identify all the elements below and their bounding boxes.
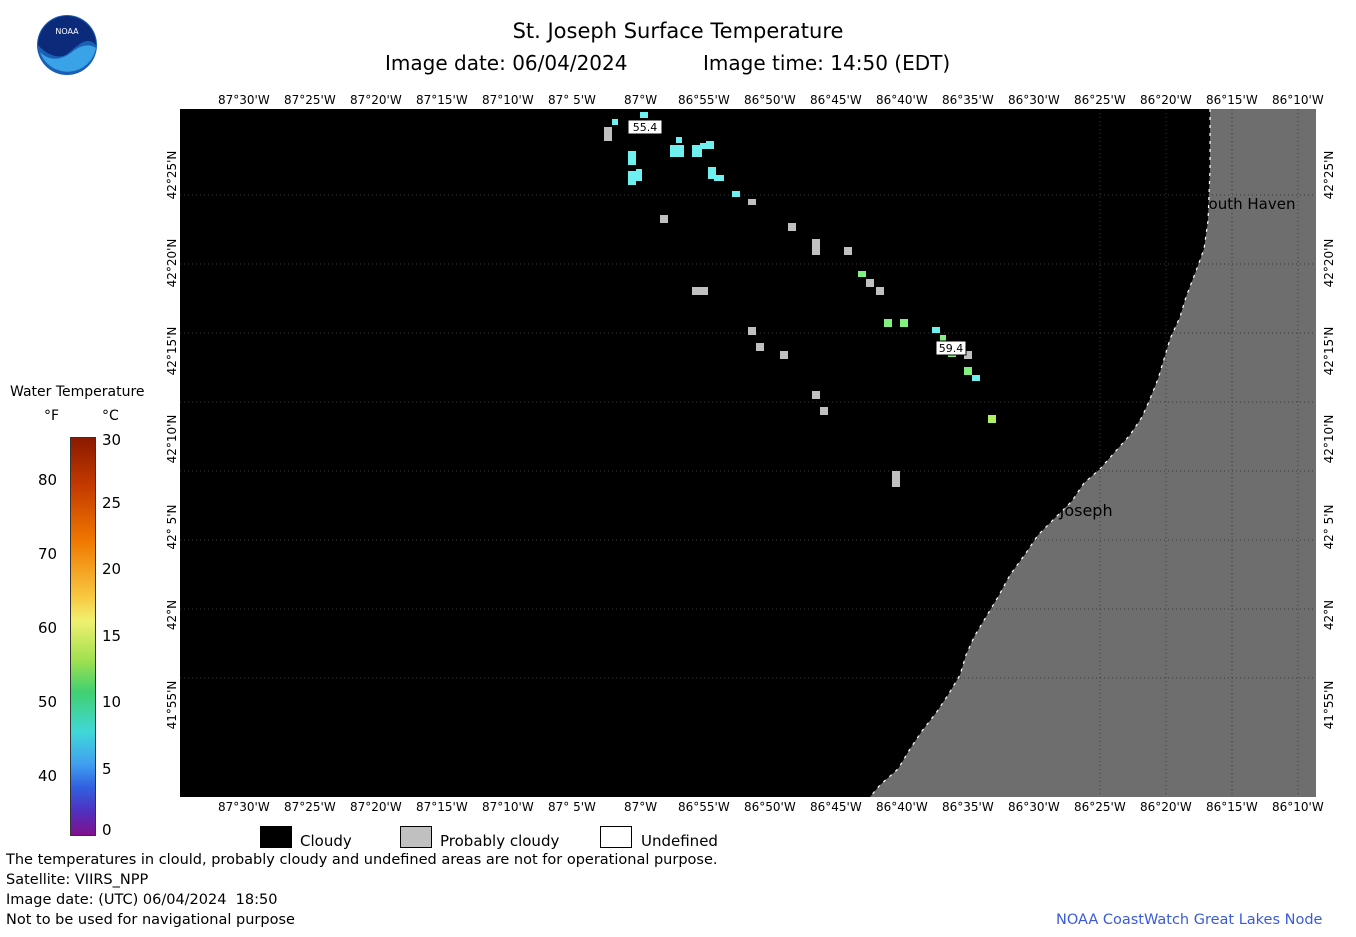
lon-tick: 86°50'W bbox=[744, 800, 796, 814]
key-undefined-label: Undefined bbox=[641, 832, 718, 850]
lon-tick: 86°35'W bbox=[942, 800, 994, 814]
lon-tick: 86°15'W bbox=[1206, 93, 1258, 107]
legend-unit-f: °F bbox=[44, 408, 60, 424]
lon-tick: 87°25'W bbox=[284, 93, 336, 107]
f-tick: 60 bbox=[38, 619, 58, 637]
lon-tick: 87°W bbox=[624, 800, 658, 814]
lat-tick: 42°N bbox=[165, 599, 179, 631]
lon-tick: 86°25'W bbox=[1074, 93, 1126, 107]
temp-label-2: 59.4 bbox=[939, 342, 964, 355]
temp-label-box-2 bbox=[935, 340, 967, 356]
land-mass bbox=[870, 109, 1316, 797]
lat-tick: 41°55'N bbox=[165, 680, 179, 730]
c-tick: 0 bbox=[102, 821, 112, 839]
lon-tick: 87°25'W bbox=[284, 800, 336, 814]
lon-tick: 87°20'W bbox=[350, 800, 402, 814]
lat-tick: 42°20'N bbox=[165, 238, 179, 288]
image-time: Image time: 14:50 (EDT) bbox=[703, 51, 951, 75]
lon-tick: 86°50'W bbox=[744, 93, 796, 107]
footer-satellite: Satellite: VIIRS_NPP bbox=[6, 872, 149, 888]
lon-tick: 86°55'W bbox=[678, 800, 730, 814]
f-tick: 50 bbox=[38, 693, 58, 711]
probably-cloudy-pixels bbox=[604, 127, 972, 487]
lat-tick: 42°10'N bbox=[1322, 414, 1336, 464]
c-tick: 10 bbox=[102, 693, 122, 711]
lat-tick: 42°15'N bbox=[1322, 326, 1336, 376]
lon-tick: 86°30'W bbox=[1008, 800, 1060, 814]
footer-nav-warning: Not to be used for navigational purpose bbox=[6, 912, 295, 928]
lon-tick: 86°40'W bbox=[876, 800, 928, 814]
map-title: St. Joseph Surface Temperature bbox=[512, 19, 844, 43]
key-cloudy-label: Cloudy bbox=[300, 832, 352, 850]
city-label-st-joseph: St. Joseph bbox=[1033, 501, 1113, 520]
lon-tick: 87°10'W bbox=[482, 93, 534, 107]
lon-tick: 86°25'W bbox=[1074, 800, 1126, 814]
lat-tick: 42°20'N bbox=[1322, 238, 1336, 288]
lat-tick: 42°10'N bbox=[165, 414, 179, 464]
lon-tick: 86°45'W bbox=[810, 93, 862, 107]
lat-tick: 42°25'N bbox=[165, 150, 179, 200]
c-tick: 15 bbox=[102, 627, 122, 645]
key-probably-cloudy-label: Probably cloudy bbox=[440, 832, 560, 850]
lon-tick: 87°W bbox=[624, 93, 658, 107]
lon-tick: 87°15'W bbox=[416, 93, 468, 107]
temp-label-1: 55.4 bbox=[633, 121, 658, 134]
credit-link[interactable]: NOAA CoastWatch Great Lakes Node bbox=[1056, 912, 1323, 928]
f-tick: 70 bbox=[38, 545, 58, 563]
c-tick: 30 bbox=[102, 431, 122, 449]
lat-tick: 42°N bbox=[1322, 599, 1336, 631]
lon-tick: 86°35'W bbox=[942, 93, 994, 107]
lon-tick: 87° 5'W bbox=[548, 800, 596, 814]
lon-tick: 87°15'W bbox=[416, 800, 468, 814]
city-marker-south-haven bbox=[1190, 185, 1200, 195]
lon-tick: 87°30'W bbox=[218, 800, 270, 814]
temp-label-box-1 bbox=[627, 119, 663, 135]
f-tick: 40 bbox=[38, 767, 58, 785]
key-undefined-swatch bbox=[600, 826, 632, 848]
lat-tick: 42° 5'N bbox=[1322, 504, 1336, 550]
legend-title: Water Temperature bbox=[10, 384, 145, 400]
lon-tick: 86°10'W bbox=[1272, 800, 1324, 814]
lon-tick: 86°20'W bbox=[1140, 800, 1192, 814]
lon-tick: 86°55'W bbox=[678, 93, 730, 107]
lon-tick: 87°10'W bbox=[482, 800, 534, 814]
lat-tick: 42°25'N bbox=[1322, 150, 1336, 200]
map-panel: 55.4 59.4 South Haven St. Joseph bbox=[180, 109, 1316, 798]
lat-tick: 42° 5'N bbox=[165, 504, 179, 550]
lat-tick: 41°55'N bbox=[1322, 680, 1336, 730]
f-tick: 80 bbox=[38, 471, 58, 489]
svg-text:NOAA: NOAA bbox=[55, 27, 79, 36]
key-probably-cloudy-swatch bbox=[400, 826, 432, 848]
map-canvas: 55.4 59.4 bbox=[180, 109, 1316, 798]
key-cloudy-swatch bbox=[260, 826, 292, 848]
lon-tick: 87°20'W bbox=[350, 93, 402, 107]
city-label-south-haven: South Haven bbox=[1199, 195, 1296, 213]
city-marker-st-joseph bbox=[1031, 485, 1041, 495]
c-tick: 5 bbox=[102, 760, 112, 778]
footer-utc-date: Image date: (UTC) 06/04/2024 18:50 bbox=[6, 892, 278, 908]
lon-tick: 86°10'W bbox=[1272, 93, 1324, 107]
lon-tick: 86°45'W bbox=[810, 800, 862, 814]
lon-tick: 86°30'W bbox=[1008, 93, 1060, 107]
lon-tick: 86°40'W bbox=[876, 93, 928, 107]
c-tick: 20 bbox=[102, 560, 122, 578]
noaa-logo: NOAA bbox=[36, 14, 98, 76]
lon-tick: 87° 5'W bbox=[548, 93, 596, 107]
legend-unit-c: °C bbox=[102, 408, 119, 424]
c-tick: 25 bbox=[102, 494, 122, 512]
lon-tick: 86°20'W bbox=[1140, 93, 1192, 107]
lat-tick: 42°15'N bbox=[165, 326, 179, 376]
lon-tick: 86°15'W bbox=[1206, 800, 1258, 814]
lon-tick: 87°30'W bbox=[218, 93, 270, 107]
footer-note: The temperatures in clould, probably clo… bbox=[6, 852, 718, 868]
image-date: Image date: 06/04/2024 bbox=[385, 51, 628, 75]
color-scale-bar bbox=[70, 437, 96, 836]
